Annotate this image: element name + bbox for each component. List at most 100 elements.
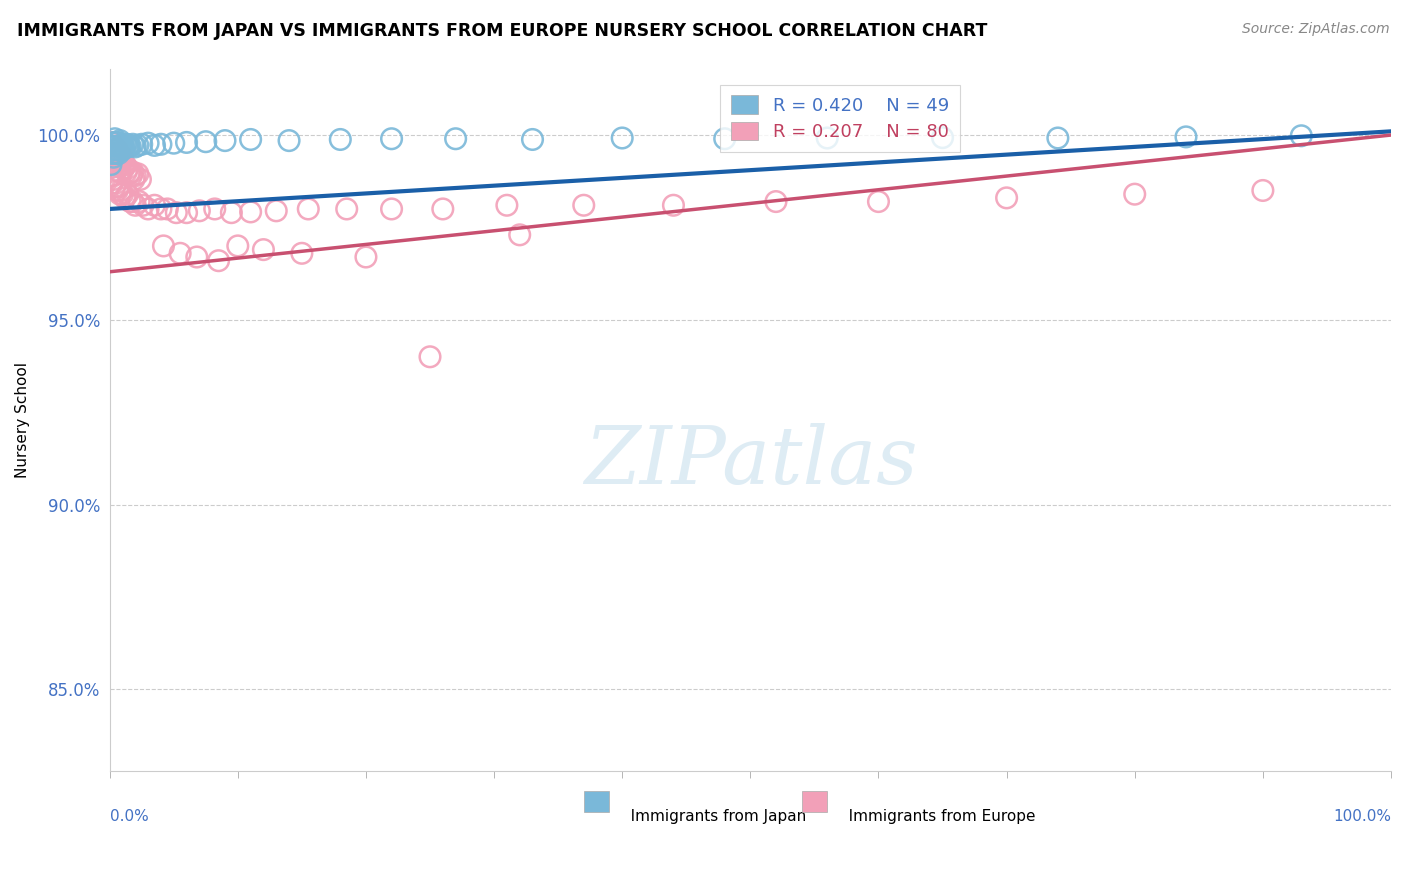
Point [111,143,134,157]
Point [612,131,634,145]
Point [1251,184,1274,198]
Point [143,198,166,212]
Y-axis label: Nursery School: Nursery School [15,361,30,477]
Point [1123,187,1146,202]
Point [765,194,787,209]
Point [522,132,544,146]
Point [108,148,131,162]
Point [105,136,128,150]
Point [662,198,685,212]
Point [354,250,377,264]
Legend: R = 0.420    N = 49, R = 0.207    N = 80: R = 0.420 N = 49, R = 0.207 N = 80 [720,85,960,153]
Point [104,143,127,157]
Point [264,203,287,218]
Point [291,246,314,260]
Point [128,194,150,209]
Point [104,153,127,168]
Point [121,194,143,209]
Point [165,205,187,219]
Point [127,167,149,181]
Point [105,136,128,150]
Point [152,239,174,253]
Point [149,202,172,216]
Point [136,136,159,151]
Point [444,132,467,146]
Point [107,146,129,161]
Point [169,246,191,260]
Point [207,253,229,268]
Text: 0.0%: 0.0% [110,809,149,824]
Point [117,187,139,202]
Point [931,130,953,145]
Point [105,184,128,198]
Point [176,205,198,219]
Point [110,139,132,153]
Point [432,202,454,216]
Point [105,146,128,161]
Point [111,187,134,202]
Point [419,350,441,364]
Point [105,143,128,157]
Point [115,165,138,179]
Point [103,136,125,150]
Point [156,202,179,216]
Point [380,202,402,216]
Point [1175,129,1198,144]
Point [186,250,208,264]
Text: Immigrants from Japan: Immigrants from Japan [616,809,806,824]
Point [143,138,166,153]
Point [112,141,135,155]
Point [103,150,125,164]
Text: Immigrants from Europe: Immigrants from Europe [834,809,1035,824]
Text: ZIPatlas: ZIPatlas [583,423,917,500]
Point [129,172,152,186]
Point [101,176,124,190]
Text: Source: ZipAtlas.com: Source: ZipAtlas.com [1241,22,1389,37]
Point [194,135,217,149]
Point [713,132,735,146]
Point [122,172,145,186]
Point [104,132,127,146]
Point [117,161,139,176]
Text: 100.0%: 100.0% [1333,809,1391,824]
Point [136,202,159,216]
Point [118,138,141,153]
Point [120,194,142,209]
Point [120,169,142,183]
Point [105,143,128,157]
FancyBboxPatch shape [583,791,609,812]
Point [105,158,128,172]
Point [107,146,129,161]
Point [107,179,129,194]
Point [239,132,262,146]
FancyBboxPatch shape [801,791,827,812]
Point [100,158,122,172]
Point [188,203,211,218]
Point [509,227,531,242]
Point [252,243,274,257]
Point [1046,131,1069,145]
Point [101,146,124,161]
Point [110,153,132,168]
Point [108,187,131,202]
Point [131,137,153,152]
Point [226,239,249,253]
Point [204,202,226,216]
Text: IMMIGRANTS FROM JAPAN VS IMMIGRANTS FROM EUROPE NURSERY SCHOOL CORRELATION CHART: IMMIGRANTS FROM JAPAN VS IMMIGRANTS FROM… [17,22,987,40]
Point [105,146,128,161]
Point [108,165,131,179]
Point [114,158,136,172]
Point [114,191,136,205]
Point [239,205,262,219]
Point [114,139,136,153]
Point [176,136,198,150]
Point [111,137,134,152]
Point [101,143,124,157]
Point [103,150,125,164]
Point [104,179,127,194]
Point [329,132,352,146]
Point [103,172,125,186]
Point [111,150,134,164]
Point [121,137,143,152]
Point [127,138,149,153]
